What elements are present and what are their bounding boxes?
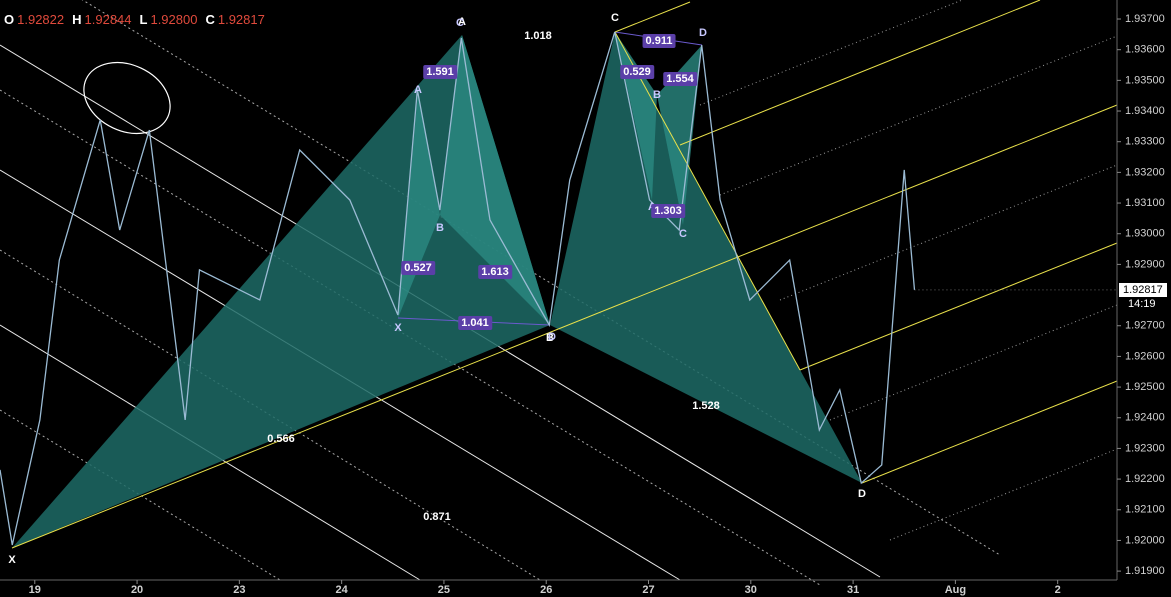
y-tick-label: 1.92900 (1125, 258, 1165, 270)
ratio-label: 0.527 (401, 261, 435, 275)
ratio-label: 0.566 (267, 433, 295, 445)
pattern-label: B (653, 89, 661, 101)
ohlc-value: 1.92844 (84, 12, 132, 27)
x-tick-label: 30 (745, 584, 757, 596)
x-tick-label: 23 (233, 584, 245, 596)
ohlc-value: 1.92822 (17, 12, 65, 27)
x-tick-label: 26 (540, 584, 552, 596)
x-tick-label: 20 (131, 584, 143, 596)
ratio-label: 1.303 (651, 204, 685, 218)
y-tick-label: 1.92700 (1125, 320, 1165, 332)
y-tick-label: 1.92200 (1125, 473, 1165, 485)
y-tick-label: 1.93500 (1125, 74, 1165, 86)
x-tick-label: 31 (847, 584, 859, 596)
x-tick-label: 27 (642, 584, 654, 596)
pattern-label: B (546, 332, 554, 344)
ratio-label: 1.041 (458, 316, 492, 330)
y-tick-label: 1.93400 (1125, 105, 1165, 117)
y-tick-label: 1.93300 (1125, 136, 1165, 148)
y-tick-label: 1.91900 (1125, 565, 1165, 577)
ohlc-key: L (139, 12, 148, 27)
ratio-label: 0.529 (620, 65, 654, 79)
ohlc-key: H (72, 12, 82, 27)
y-tick-label: 1.93100 (1125, 197, 1165, 209)
y-tick-label: 1.93600 (1125, 44, 1165, 56)
pattern-label: D (858, 488, 866, 500)
y-tick-label: 1.93700 (1125, 13, 1165, 25)
pattern-label: A (414, 84, 422, 96)
ratio-label: 0.911 (642, 34, 676, 48)
countdown: 14:19 (1128, 297, 1156, 310)
price-line (0, 31, 916, 546)
pattern-label: D (699, 27, 707, 39)
pattern-label: C (456, 17, 464, 29)
pattern-label: A (458, 16, 466, 28)
x-tick-label: Aug (945, 584, 966, 596)
ohlc-header: O 1.92822 H 1.92844 L 1.92800 C 1.92817 (4, 12, 273, 27)
pattern-label: C (611, 12, 619, 24)
ratio-label: 1.554 (663, 72, 697, 86)
ratio-label: 1.528 (692, 400, 720, 412)
x-tick-label: 2 (1055, 584, 1061, 596)
ohlc-value: 1.92817 (217, 12, 265, 27)
pattern-label: B (436, 222, 444, 234)
y-tick-label: 1.93000 (1125, 228, 1165, 240)
ratio-label: 1.591 (423, 65, 457, 79)
ratio-label: 1.018 (524, 30, 552, 42)
pattern-label: X (394, 322, 402, 334)
ohlc-value: 1.92800 (150, 12, 198, 27)
y-tick-label: 1.92000 (1125, 534, 1165, 546)
ratio-label: 0.871 (423, 511, 451, 523)
x-tick-label: 19 (29, 584, 41, 596)
pattern-label: X (8, 554, 16, 566)
ratio-label: 1.613 (478, 265, 512, 279)
y-tick-label: 1.92500 (1125, 381, 1165, 393)
y-tick-label: 1.92400 (1125, 412, 1165, 424)
ohlc-key: O (4, 12, 15, 27)
pattern-label: C (679, 228, 687, 240)
y-tick-label: 1.92600 (1125, 350, 1165, 362)
last-price: 1.92817 (1119, 282, 1167, 297)
pattern-label: D (548, 331, 556, 343)
y-tick-label: 1.93200 (1125, 166, 1165, 178)
x-tick-label: 25 (438, 584, 450, 596)
x-tick-label: 24 (336, 584, 349, 596)
y-tick-label: 1.92300 (1125, 442, 1165, 454)
y-tick-label: 1.92100 (1125, 504, 1165, 516)
ohlc-key: C (205, 12, 215, 27)
